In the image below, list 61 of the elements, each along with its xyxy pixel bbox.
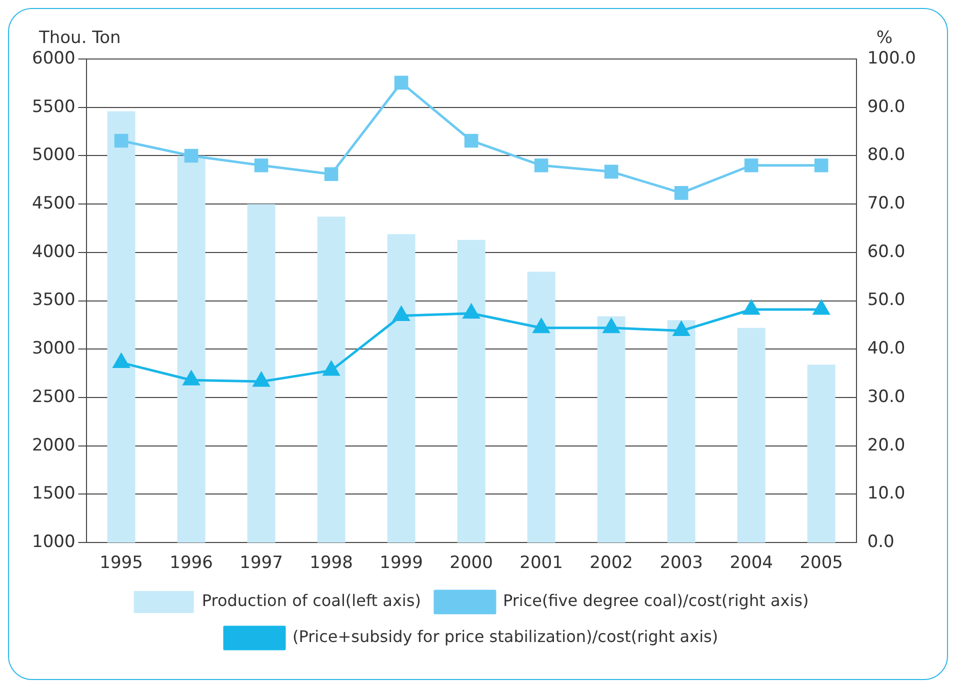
y-tick-label: 5000 [32, 145, 76, 166]
point [184, 148, 198, 163]
y-tick-label: 4000 [32, 242, 76, 262]
y-tick-label: 5500 [32, 96, 76, 117]
y-tick-label: 3000 [32, 338, 76, 359]
x-tick-label: 2003 [660, 553, 703, 574]
point [673, 322, 690, 336]
point [323, 361, 340, 376]
rounded-frame: Production of coal(left axis) Price(five degree coal)/cost(right axis) (Price+subsidy for price stabilization)/cost(right axis) 1995 1996 1997 1998 1999 2000 2001 2002 2003 2004 2005 1000 1500 2000 2500 3000 3500 4000 4500 5000 5500 6000 0.0 10.0 20.0 30.0 40.0 50.0 60.0 70.0 80.0 90.0 100.0 Thou. Ton % [8, 8, 948, 680]
point [814, 158, 828, 172]
point [533, 318, 550, 334]
point [604, 164, 618, 179]
y2-tick-label: 0.0 [867, 532, 894, 552]
point [183, 370, 200, 386]
x-tick-label: 1999 [380, 553, 423, 574]
y2-tick-label: 100.0 [867, 48, 916, 68]
point [393, 306, 410, 322]
x-tick-label: 1996 [170, 553, 213, 574]
point [324, 167, 338, 182]
y-tick-label: 4500 [32, 194, 76, 214]
y-tick-label: 2500 [32, 386, 76, 407]
x-tick-label: 1997 [240, 553, 283, 574]
y2-tick-label: 10.0 [867, 484, 906, 504]
point [394, 76, 408, 90]
point [114, 134, 128, 148]
y-tick-label: 1500 [32, 484, 76, 504]
y-tick-label: 2000 [32, 435, 76, 456]
legend-label: Price(five degree coal)/cost(right axis) [502, 591, 809, 610]
legend-label: Production of coal(left axis) [202, 591, 421, 610]
y2-tick-label: 60.0 [867, 242, 906, 262]
point [813, 300, 830, 315]
x-tick-label: 2001 [520, 553, 563, 574]
y2-tick-label: 70.0 [867, 194, 906, 214]
x-tick-label: 2004 [730, 553, 773, 574]
y2-tick-label: 80.0 [867, 145, 906, 166]
point [603, 318, 620, 334]
point [674, 186, 688, 200]
point [254, 158, 268, 172]
point [464, 134, 478, 148]
legend-label: (Price+subsidy for price stabilization)/cost(right axis) [292, 627, 718, 646]
point [463, 304, 480, 319]
x-tick-label: 2000 [450, 553, 493, 574]
x-tick-label: 1995 [100, 553, 143, 574]
x-tick-label: 2002 [590, 553, 633, 574]
x-tick-label: 2005 [800, 553, 843, 574]
x-tick-label: 1998 [310, 553, 353, 574]
y-tick-label: 6000 [32, 48, 76, 68]
y2-axis-title: % [876, 28, 892, 48]
point [534, 158, 548, 172]
y-tick-label: 1000 [32, 532, 76, 552]
y-axis-title: Thou. Ton [38, 28, 121, 48]
y-tick-label: 3500 [32, 290, 76, 310]
y2-tick-label: 50.0 [867, 290, 906, 310]
point [253, 372, 270, 387]
point [743, 300, 760, 315]
y2-tick-label: 90.0 [867, 96, 906, 117]
y2-tick-label: 30.0 [867, 386, 906, 407]
point [744, 158, 758, 172]
y2-tick-label: 40.0 [867, 338, 906, 359]
point [113, 353, 130, 368]
y2-tick-label: 20.0 [867, 435, 906, 456]
